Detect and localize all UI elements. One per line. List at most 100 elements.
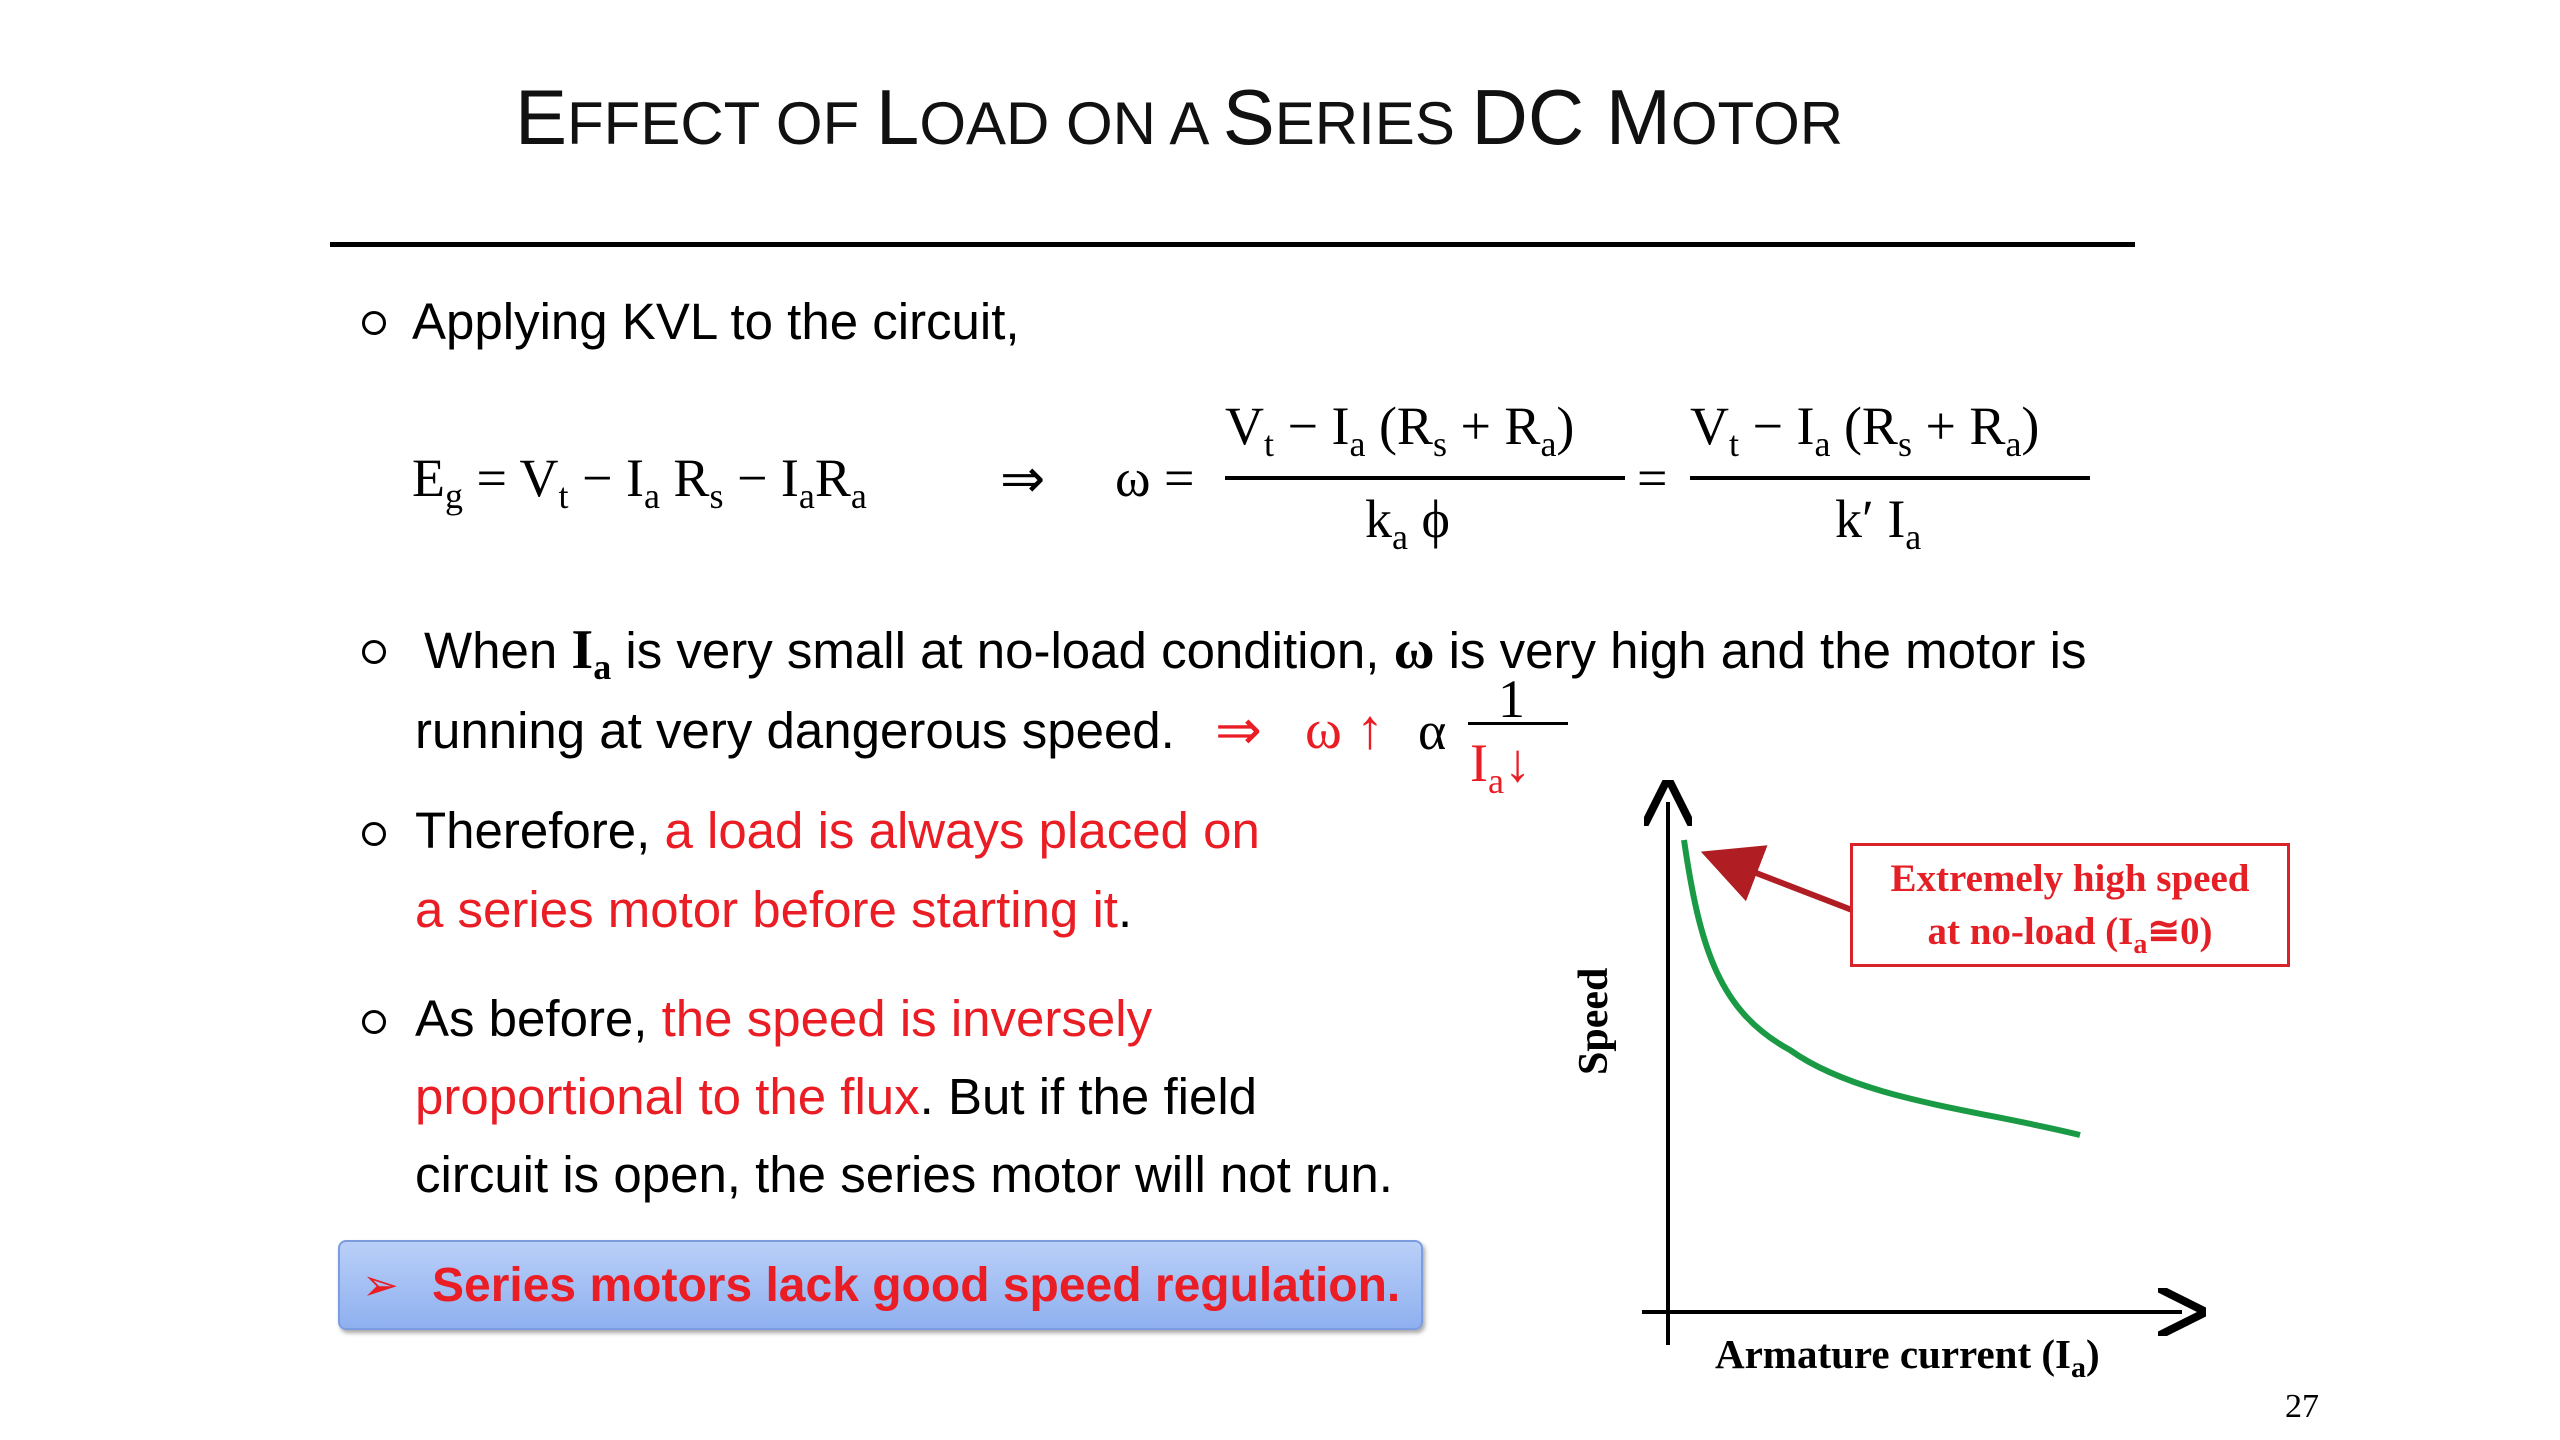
title-divider — [330, 242, 2135, 247]
bullet-no-load-line2: running at very dangerous speed. — [415, 702, 1175, 759]
title-text: ERIES — [1274, 90, 1472, 157]
eq-sub: a — [1392, 516, 1408, 557]
text-run: ↓ — [1503, 733, 1531, 793]
text-run: . — [1117, 881, 1133, 938]
title-text: OAD ON A — [919, 90, 1223, 157]
title-text: DC — [1471, 73, 1606, 161]
omega-equals: ω = — [1115, 448, 1195, 508]
text-run: I — [1470, 733, 1488, 793]
eq-term: + R — [1446, 396, 1541, 456]
page-number: 27 — [2285, 1388, 2319, 1425]
callout-pointer-arrow — [1700, 845, 1854, 913]
text-run: at no-load (I — [1927, 910, 2134, 953]
arrow-bullet-icon: ➢ — [362, 1260, 399, 1310]
eq-term: R — [814, 448, 851, 508]
kvl-equation: Eg = Vt − Ia Rs − IaRa — [412, 447, 867, 517]
eq-sub: t — [1264, 423, 1275, 464]
eq-sub: a — [1905, 516, 1922, 557]
text-run: Armature current (I — [1715, 1331, 2071, 1377]
text-run: is very high and the motor is — [1434, 622, 2087, 679]
y-axis-label: Speed — [1571, 967, 1617, 1075]
bullet-flux: As before, the speed is inversely — [415, 993, 1152, 1044]
implies-red-symbol: ⇒ — [1215, 698, 1262, 761]
fraction1-bar — [1225, 476, 1625, 480]
bullet-load-placed: Therefore, a load is always placed on — [415, 805, 1260, 856]
speed-curve — [1681, 839, 2081, 1138]
text-run: ω — [1393, 619, 1435, 681]
slide-title: EFFECT OF LOAD ON A SERIES DC MOTOR — [515, 72, 1843, 163]
eq-term: − I — [568, 448, 644, 508]
conclusion-banner: ➢ Series motors lack good speed regulati… — [338, 1240, 1423, 1330]
eq-sub: a — [798, 475, 815, 516]
eq-sub: g — [445, 475, 463, 516]
text-run: ) — [2086, 1331, 2100, 1377]
text-run: . But if the field — [919, 1068, 1258, 1125]
eq-sub: a — [2005, 423, 2022, 464]
text-run: a — [2071, 1351, 2086, 1385]
ratio-numerator: 1 — [1498, 669, 1525, 729]
no-load-callout: Extremely high speed at no-load (Ia≅0) — [1850, 843, 2290, 967]
bullet-flux-line3: circuit is open, the series motor will n… — [415, 1146, 1393, 1203]
title-text: M — [1605, 73, 1671, 161]
text-run: a load is always placed on — [664, 802, 1260, 859]
ratio-bar — [1468, 722, 1568, 725]
bullet-circle-icon — [362, 1010, 386, 1034]
text-run: a — [2133, 928, 2148, 960]
x-axis-label: Armature current (Ia) — [1715, 1330, 2100, 1385]
callout-line: at no-load (Ia≅0) — [1853, 905, 2287, 971]
omega-up: ω ↑ — [1305, 699, 1384, 761]
fraction2-numerator: Vt − Ia (Rs + Ra) — [1690, 395, 2039, 465]
eq-sub: s — [709, 475, 724, 516]
eq-term: k — [1365, 489, 1392, 549]
eq-sub: a — [643, 475, 660, 516]
eq-term: R — [673, 448, 710, 508]
fraction2-bar — [1690, 476, 2090, 480]
eq-sub: s — [1897, 423, 1912, 464]
bullet-kvl: Applying KVL to the circuit, — [412, 293, 1020, 350]
text-run: Therefore, — [415, 802, 665, 859]
text-run: When — [424, 622, 572, 679]
eq-term: E — [412, 448, 445, 508]
eq-term: + R — [1911, 396, 2006, 456]
bullet-circle-icon — [362, 640, 386, 664]
fraction2-denominator: k′ Ia — [1835, 488, 1921, 558]
text-run: I — [571, 619, 594, 681]
speed-current-graph — [1642, 780, 2210, 1345]
banner-text: Series motors lack good speed regulation… — [432, 1258, 1401, 1312]
text-run: a series motor before starting it — [415, 881, 1118, 938]
title-text: E — [515, 73, 568, 161]
title-text: OTOR — [1670, 90, 1844, 157]
eq-term: V — [1690, 396, 1729, 456]
text-run: ≅0) — [2147, 910, 2213, 953]
text-run: proportional to the flux — [415, 1068, 920, 1125]
bullet-circle-icon — [362, 822, 386, 846]
implies-symbol: ⇒ — [1000, 449, 1046, 509]
text-run: the speed is inversely — [661, 990, 1153, 1047]
eq-term: V — [1225, 396, 1264, 456]
eq-term: ) — [1556, 396, 1575, 456]
text-run: a — [593, 647, 612, 688]
eq-sub: t — [558, 475, 569, 516]
fraction1-numerator: Vt − Ia (Rs + Ra) — [1225, 395, 1574, 465]
title-text: FFECT OF — [567, 90, 876, 157]
text-run: a — [1487, 760, 1504, 801]
eq-sub: t — [1729, 423, 1740, 464]
bullet-load-placed-line2: a series motor before starting it. — [415, 884, 1132, 935]
eq-term: (R — [1830, 396, 1898, 456]
text-run: As before, — [415, 990, 662, 1047]
eq-sub: a — [1814, 423, 1831, 464]
eq-term: (R — [1365, 396, 1433, 456]
title-text: S — [1222, 73, 1275, 161]
eq-sub: a — [1349, 423, 1366, 464]
eq-sub: a — [1540, 423, 1557, 464]
callout-line: Extremely high speed — [1890, 857, 2250, 900]
title-text: L — [875, 73, 920, 161]
fraction1-denominator: ka ϕ — [1365, 488, 1450, 558]
eq-term: − I — [1274, 396, 1350, 456]
bullet-no-load: When Ia is very small at no-load conditi… — [424, 622, 2086, 685]
bullet-flux-line2: proportional to the flux. But if the fie… — [415, 1071, 1257, 1122]
eq-sub: a — [850, 475, 867, 516]
proportional-symbol: α — [1418, 701, 1447, 761]
ratio-denominator: Ia↓ — [1470, 732, 1531, 802]
text-run: is very small at no-load condition, — [611, 622, 1394, 679]
